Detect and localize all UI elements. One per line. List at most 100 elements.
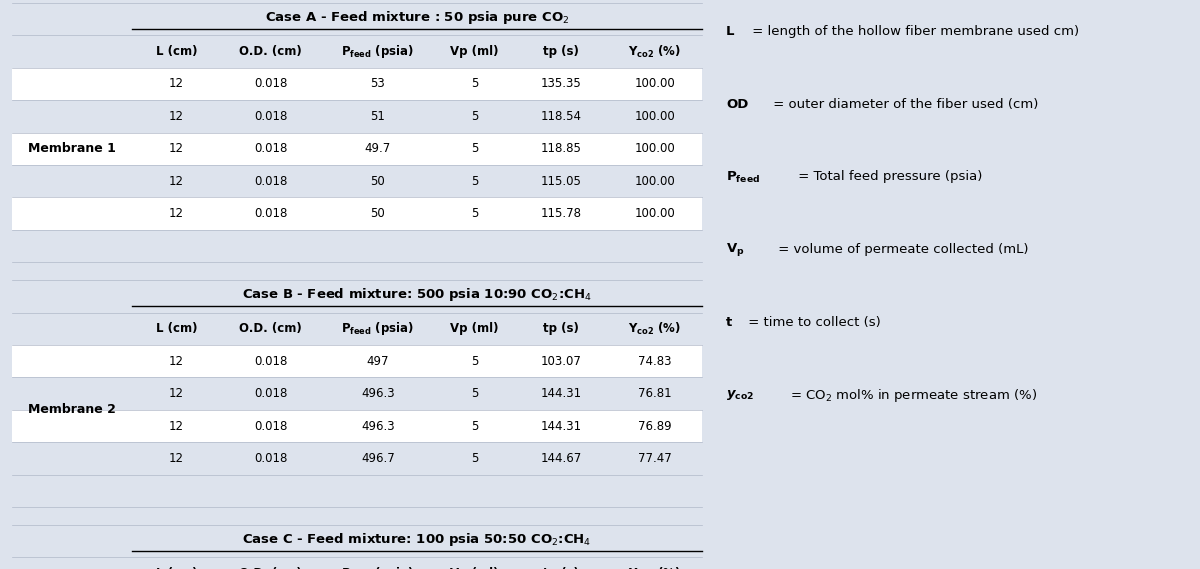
Text: 12: 12 (169, 452, 184, 465)
Text: = Total feed pressure (psia): = Total feed pressure (psia) (794, 171, 983, 183)
Text: 115.78: 115.78 (540, 207, 581, 220)
Bar (12, 3, 702, 35)
Text: OD: OD (726, 98, 749, 110)
Text: 5: 5 (470, 77, 479, 90)
Text: 50: 50 (371, 175, 385, 188)
Text: 0.018: 0.018 (254, 452, 288, 465)
Text: 5: 5 (470, 110, 479, 123)
Text: = length of the hollow fiber membrane used cm): = length of the hollow fiber membrane us… (748, 25, 1079, 38)
Text: 135.35: 135.35 (540, 77, 581, 90)
Text: 12: 12 (169, 419, 184, 432)
Bar (12, 377, 702, 410)
Text: 51: 51 (371, 110, 385, 123)
Bar (12, 475, 702, 507)
Text: 12: 12 (169, 142, 184, 155)
Text: 100.00: 100.00 (635, 77, 676, 90)
Text: 0.018: 0.018 (254, 142, 288, 155)
Text: Membrane 1: Membrane 1 (28, 142, 116, 155)
Text: P$_\mathbf{feed}$ (psia): P$_\mathbf{feed}$ (psia) (342, 565, 414, 569)
Text: L: L (726, 25, 734, 38)
Text: tp (s): tp (s) (542, 45, 578, 58)
Text: Y$_\mathbf{co2}$ (%): Y$_\mathbf{co2}$ (%) (629, 321, 682, 337)
Text: P$_\mathbf{feed}$ (psia): P$_\mathbf{feed}$ (psia) (342, 43, 414, 60)
Bar (12, 197, 702, 230)
Text: 12: 12 (169, 354, 184, 368)
Bar (12, 280, 702, 312)
Text: 74.83: 74.83 (638, 354, 672, 368)
Text: Vp (ml): Vp (ml) (450, 322, 499, 335)
Text: 12: 12 (169, 387, 184, 400)
Text: P$_\mathbf{feed}$ (psia): P$_\mathbf{feed}$ (psia) (342, 320, 414, 337)
Text: 0.018: 0.018 (254, 77, 288, 90)
Text: Y$_\mathbf{co2}$ (%): Y$_\mathbf{co2}$ (%) (629, 43, 682, 60)
Text: 5: 5 (470, 175, 479, 188)
Bar (12, 165, 702, 197)
Bar (12, 100, 702, 133)
Text: L (cm): L (cm) (156, 567, 198, 569)
Text: 5: 5 (470, 419, 479, 432)
Text: 12: 12 (169, 77, 184, 90)
Text: 0.018: 0.018 (254, 110, 288, 123)
Text: Membrane 2: Membrane 2 (28, 403, 116, 417)
Text: O.D. (cm): O.D. (cm) (239, 322, 302, 335)
Text: 0.018: 0.018 (254, 175, 288, 188)
Text: 53: 53 (371, 77, 385, 90)
Text: Vp (ml): Vp (ml) (450, 567, 499, 569)
Text: = CO$_2$ mol% in permeate stream (%): = CO$_2$ mol% in permeate stream (%) (786, 387, 1037, 404)
Bar (12, 525, 702, 558)
Text: 5: 5 (470, 142, 479, 155)
Text: 118.85: 118.85 (540, 142, 581, 155)
Text: 496.7: 496.7 (361, 452, 395, 465)
Text: 5: 5 (470, 387, 479, 400)
Text: 100.00: 100.00 (635, 142, 676, 155)
Text: 77.47: 77.47 (638, 452, 672, 465)
Text: 5: 5 (470, 452, 479, 465)
Text: = volume of permeate collected (mL): = volume of permeate collected (mL) (774, 244, 1028, 256)
Text: L (cm): L (cm) (156, 45, 198, 58)
Bar (12, 312, 702, 345)
Text: 497: 497 (367, 354, 389, 368)
Text: Vp (ml): Vp (ml) (450, 45, 499, 58)
Text: O.D. (cm): O.D. (cm) (239, 567, 302, 569)
Text: = time to collect (s): = time to collect (s) (744, 316, 881, 329)
Text: 115.05: 115.05 (540, 175, 581, 188)
Bar (12, 558, 702, 569)
Text: Case B - Feed mixture: 500 psia 10:90 CO$_2$:CH$_4$: Case B - Feed mixture: 500 psia 10:90 CO… (242, 286, 592, 303)
Text: 103.07: 103.07 (540, 354, 581, 368)
Text: Y$_\mathbf{co2}$ (%): Y$_\mathbf{co2}$ (%) (629, 566, 682, 569)
Text: P$_\mathbf{feed}$: P$_\mathbf{feed}$ (726, 170, 761, 184)
Text: = outer diameter of the fiber used (cm): = outer diameter of the fiber used (cm) (769, 98, 1038, 110)
Text: 76.81: 76.81 (638, 387, 672, 400)
Text: V$_\mathbf{p}$: V$_\mathbf{p}$ (726, 241, 744, 258)
Text: t: t (726, 316, 732, 329)
Bar (12, 68, 702, 100)
Text: y$_\mathbf{co2}$: y$_\mathbf{co2}$ (726, 389, 755, 402)
Text: 100.00: 100.00 (635, 175, 676, 188)
Text: 100.00: 100.00 (635, 110, 676, 123)
Text: 12: 12 (169, 207, 184, 220)
Bar (12, 230, 702, 262)
Text: 49.7: 49.7 (365, 142, 391, 155)
Text: L (cm): L (cm) (156, 322, 198, 335)
Text: O.D. (cm): O.D. (cm) (239, 45, 302, 58)
Text: tp (s): tp (s) (542, 322, 578, 335)
Text: 496.3: 496.3 (361, 387, 395, 400)
Bar (12, 345, 702, 377)
Text: 118.54: 118.54 (540, 110, 581, 123)
Text: 100.00: 100.00 (635, 207, 676, 220)
Text: 496.3: 496.3 (361, 419, 395, 432)
Text: 76.89: 76.89 (638, 419, 672, 432)
Text: 12: 12 (169, 110, 184, 123)
Bar (12, 133, 702, 165)
Text: 144.31: 144.31 (540, 419, 582, 432)
Bar (12, 442, 702, 475)
Bar (12, 410, 702, 442)
Text: 5: 5 (470, 207, 479, 220)
Text: 0.018: 0.018 (254, 354, 288, 368)
Text: 144.31: 144.31 (540, 387, 582, 400)
Text: Case C - Feed mixture: 100 psia 50:50 CO$_2$:CH$_4$: Case C - Feed mixture: 100 psia 50:50 CO… (242, 531, 592, 548)
Text: 0.018: 0.018 (254, 419, 288, 432)
Text: 144.67: 144.67 (540, 452, 582, 465)
Text: 12: 12 (169, 175, 184, 188)
Bar (12, 35, 702, 68)
